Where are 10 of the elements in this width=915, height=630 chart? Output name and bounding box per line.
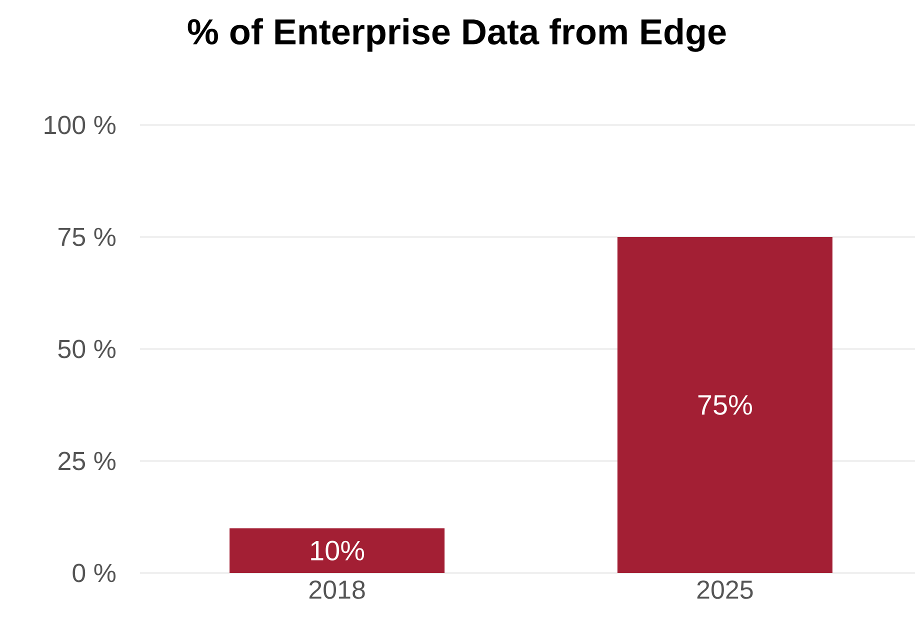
y-tick-label: 75 % [58,228,116,246]
y-tick-label: 100 % [44,116,116,134]
x-tick-label: 2025 [697,580,753,599]
y-tick-label: 25 % [58,452,116,470]
data-label: 75% [698,395,752,415]
chart-title: % of Enterprise Data from Edge [188,18,726,52]
data-label: 10% [311,540,364,561]
y-tick-label: 50 % [58,340,116,358]
y-tick-label: 0 % [72,564,116,582]
x-tick-label: 2018 [309,580,365,599]
